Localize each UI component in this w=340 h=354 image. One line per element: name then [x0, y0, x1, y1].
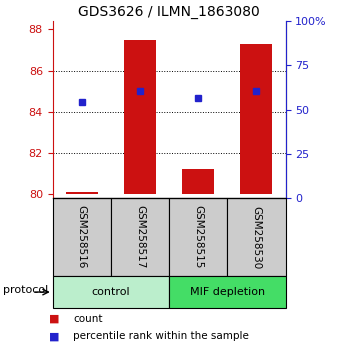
- Bar: [240, 44, 272, 194]
- Bar: [66, 192, 98, 194]
- Text: GSM258530: GSM258530: [252, 206, 261, 269]
- Text: percentile rank within the sample: percentile rank within the sample: [73, 331, 249, 341]
- Text: ■: ■: [49, 314, 60, 324]
- Text: GSM258515: GSM258515: [193, 205, 203, 269]
- Bar: [227, 198, 286, 276]
- Bar: [182, 170, 214, 194]
- Text: protocol: protocol: [3, 285, 49, 295]
- Text: MIF depletion: MIF depletion: [190, 287, 265, 297]
- Bar: [124, 40, 156, 194]
- Bar: [53, 198, 111, 276]
- Text: ■: ■: [49, 331, 60, 341]
- Bar: [169, 198, 227, 276]
- Bar: [169, 276, 286, 308]
- Text: GSM258516: GSM258516: [77, 205, 87, 269]
- Text: control: control: [91, 287, 130, 297]
- Text: GSM258517: GSM258517: [135, 205, 145, 269]
- Bar: [53, 276, 169, 308]
- Title: GDS3626 / ILMN_1863080: GDS3626 / ILMN_1863080: [78, 5, 260, 19]
- Text: count: count: [73, 314, 103, 324]
- Bar: [111, 198, 169, 276]
